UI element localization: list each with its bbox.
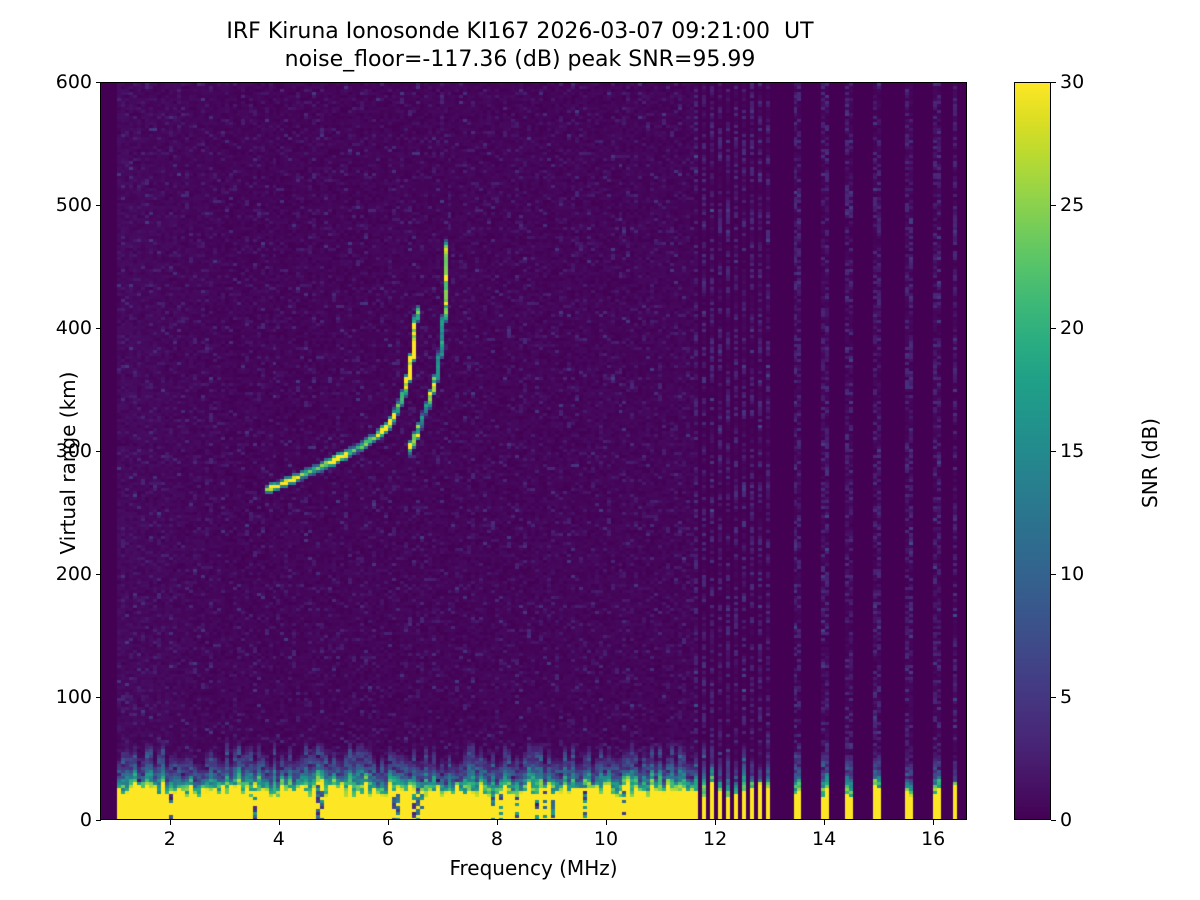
x-tick-label: 10 <box>593 828 619 850</box>
y-axis-label: Virtual range (km) <box>56 371 80 555</box>
colorbar-tick-mark <box>1051 451 1056 452</box>
colorbar-tick-label: 0 <box>1060 809 1073 831</box>
colorbar-tick-mark <box>1051 697 1056 698</box>
y-tick-mark <box>96 451 101 452</box>
x-tick-mark <box>824 820 826 825</box>
colorbar-tick-mark <box>1051 574 1056 575</box>
y-tick-label: 400 <box>55 317 92 339</box>
y-tick-label: 100 <box>55 686 92 708</box>
colorbar-tick-mark <box>1051 205 1056 206</box>
x-tick-mark <box>278 820 280 825</box>
colorbar-label: SNR (dB) <box>1138 418 1162 508</box>
x-tick-mark <box>169 820 171 825</box>
y-tick-label: 300 <box>55 440 92 462</box>
colorbar <box>1014 82 1051 820</box>
colorbar-tick-label: 20 <box>1060 317 1085 339</box>
colorbar-tick-mark <box>1051 820 1056 821</box>
x-tick-label: 6 <box>381 828 394 850</box>
colorbar-gradient <box>1015 83 1050 819</box>
colorbar-tick-mark <box>1051 82 1056 83</box>
ionogram-heatmap-canvas <box>101 83 966 819</box>
colorbar-tick-label: 15 <box>1060 440 1085 462</box>
colorbar-tick-label: 25 <box>1060 194 1085 216</box>
title-line-1: IRF Kiruna Ionosonde KI167 2026-03-07 09… <box>226 19 814 44</box>
colorbar-tick-label: 10 <box>1060 563 1085 585</box>
figure-title: IRF Kiruna Ionosonde KI167 2026-03-07 09… <box>0 18 1040 74</box>
x-tick-mark <box>715 820 717 825</box>
y-tick-mark <box>96 697 101 698</box>
x-tick-mark <box>387 820 389 825</box>
x-tick-label: 12 <box>702 828 728 850</box>
colorbar-tick-label: 5 <box>1060 686 1073 708</box>
colorbar-tick-mark <box>1051 328 1056 329</box>
y-tick-mark <box>96 82 101 83</box>
x-tick-label: 4 <box>272 828 285 850</box>
x-tick-mark <box>933 820 935 825</box>
y-tick-label: 500 <box>55 194 92 216</box>
x-tick-label: 2 <box>163 828 176 850</box>
y-tick-label: 600 <box>55 71 92 93</box>
ionogram-plot-area <box>100 82 967 820</box>
x-tick-label: 16 <box>921 828 946 850</box>
y-tick-mark <box>96 205 101 206</box>
y-tick-mark <box>96 820 101 821</box>
x-tick-label: 8 <box>490 828 503 850</box>
y-tick-label: 200 <box>55 563 92 585</box>
x-tick-label: 14 <box>812 828 837 850</box>
title-line-2: noise_floor=-117.36 (dB) peak SNR=95.99 <box>284 47 756 73</box>
x-axis-label: Frequency (MHz) <box>449 856 618 880</box>
colorbar-tick-label: 30 <box>1060 71 1085 93</box>
y-tick-mark <box>96 328 101 329</box>
x-tick-mark <box>606 820 608 825</box>
y-tick-mark <box>96 574 101 575</box>
y-tick-label: 0 <box>79 809 92 831</box>
x-tick-mark <box>496 820 498 825</box>
